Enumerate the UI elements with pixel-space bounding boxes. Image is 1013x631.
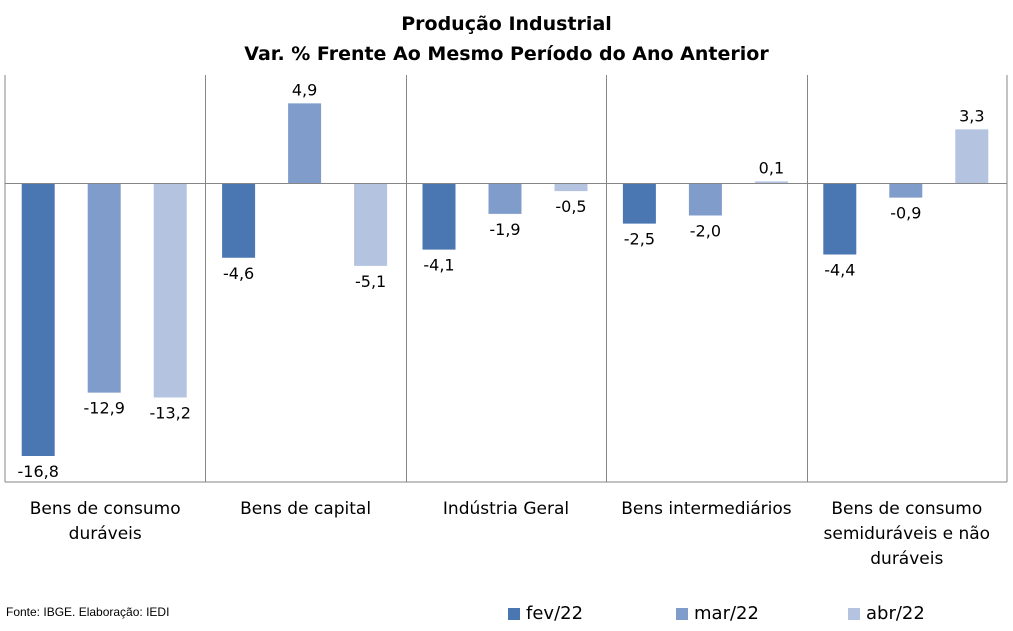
legend-label: mar/22 (694, 603, 759, 624)
category-label: Indústria Geral (443, 499, 569, 519)
legend-label: fev/22 (526, 603, 584, 624)
data-label: -12,9 (83, 399, 124, 418)
bar (21, 183, 55, 456)
data-label: -4,1 (423, 256, 454, 275)
data-label: -0,5 (555, 197, 586, 216)
data-label: -2,5 (624, 230, 655, 249)
data-label: 3,3 (959, 106, 984, 125)
legend-item: abr/22 (848, 603, 925, 624)
category-label: Bens intermediários (621, 499, 792, 519)
bar (288, 103, 322, 183)
source-note: Fonte: IBGE. Elaboração: IEDI (6, 605, 170, 619)
data-label: 0,1 (759, 158, 784, 177)
bar (222, 183, 256, 258)
chart-title-line-2: Var. % Frente Ao Mesmo Período do Ano An… (244, 43, 769, 65)
data-label: -4,6 (223, 264, 254, 283)
legend-item: mar/22 (676, 603, 759, 624)
bar (554, 183, 588, 192)
legend-swatch (848, 607, 860, 620)
data-label: -5,1 (355, 272, 386, 291)
data-label: -13,2 (149, 404, 190, 423)
bar (889, 183, 923, 198)
category-label: Bens de consumo duráveis (30, 499, 181, 544)
bar (955, 129, 989, 183)
data-label: -0,9 (890, 204, 921, 223)
legend-label: abr/22 (866, 603, 925, 624)
data-label: 4,9 (292, 80, 317, 99)
bar (622, 183, 656, 224)
chart-plot: -16,8 -4,6 -4,1 -2,5 -4,4 -12,9 4,9 -1,9 -2,0 -0,… (4, 75, 1008, 569)
bar (754, 181, 788, 183)
data-label: -16,8 (17, 462, 58, 481)
legend-swatch (508, 607, 520, 620)
legend-swatch (676, 607, 688, 620)
data-label: -1,9 (489, 220, 520, 239)
category-label: Bens de consumo semiduráveis e não durávei… (824, 499, 991, 569)
data-label: -2,0 (690, 222, 721, 241)
bar (422, 183, 456, 250)
bar (688, 183, 722, 216)
chart-title-line-1: Produção Industrial (401, 13, 612, 35)
bar (354, 183, 388, 266)
category-label: Bens de capital (240, 499, 371, 519)
legend-item: fev/22 (508, 603, 583, 624)
bar (153, 183, 187, 398)
data-label: -4,4 (824, 261, 855, 280)
bar (87, 183, 121, 393)
bar (823, 183, 857, 255)
bar (488, 183, 522, 214)
